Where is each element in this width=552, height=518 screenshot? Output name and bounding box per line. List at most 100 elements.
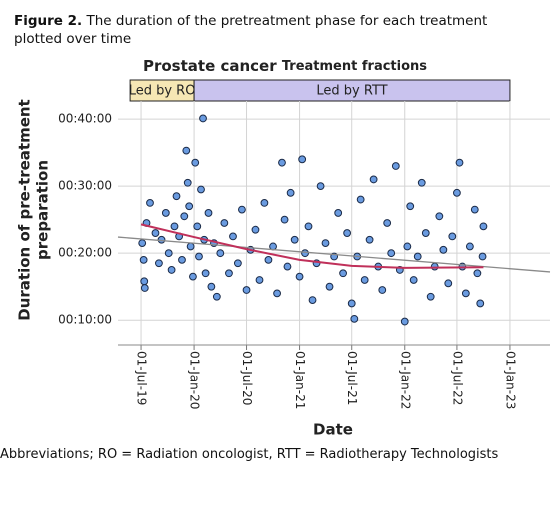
point: [400, 317, 409, 326]
point: [455, 158, 464, 167]
point: [286, 188, 295, 197]
point: [220, 219, 229, 227]
x-axis-title: Date: [313, 421, 353, 439]
point: [251, 225, 260, 234]
x-tick-label: 01-Jan-21: [293, 351, 307, 409]
point: [301, 249, 309, 258]
point: [207, 282, 216, 291]
point: [225, 269, 233, 278]
point: [180, 212, 189, 221]
point: [278, 158, 286, 167]
point: [151, 229, 160, 237]
point: [444, 279, 453, 288]
point: [347, 299, 356, 308]
point: [155, 259, 163, 268]
point: [470, 205, 479, 214]
point: [140, 284, 149, 292]
point: [186, 242, 195, 251]
point: [238, 205, 246, 214]
subtitle: Treatment fractions: [282, 59, 427, 74]
point: [304, 222, 313, 231]
point: [212, 292, 221, 301]
point: [260, 198, 269, 207]
footnote: Abbreviations; RO = Radiation oncologist…: [0, 447, 499, 462]
point: [242, 286, 251, 294]
point: [170, 222, 179, 231]
point: [391, 162, 400, 170]
point: [264, 255, 273, 264]
point: [343, 229, 352, 237]
point: [350, 314, 359, 323]
y-axis-title: Duration of pre-treatment: [16, 99, 34, 320]
point: [229, 232, 237, 241]
point: [283, 262, 292, 271]
point: [478, 252, 487, 261]
phase-label: Led by RTT: [316, 84, 387, 99]
point: [406, 202, 415, 211]
trend-line: [140, 223, 484, 269]
caption-text: The duration of the pretreatment phase f…: [14, 13, 488, 47]
y-tick-label: 00:40:00: [58, 112, 112, 126]
point: [290, 235, 299, 244]
point: [339, 269, 347, 278]
point: [193, 222, 202, 231]
point: [172, 192, 181, 201]
point: [201, 269, 210, 278]
point: [199, 114, 207, 123]
point: [189, 272, 197, 281]
x-tick-label: 01-Jan-23: [503, 351, 517, 409]
point: [435, 212, 444, 221]
point: [316, 182, 325, 191]
point: [439, 245, 448, 254]
point: [378, 286, 387, 294]
x-tick-label: 01-Jul-20: [240, 351, 254, 405]
x-tick-label: 01-Jan-22: [398, 351, 412, 409]
point: [182, 146, 191, 155]
point: [161, 209, 170, 217]
point: [204, 209, 213, 217]
point: [164, 249, 173, 258]
x-tick-label: 01-Jul-19: [135, 351, 149, 405]
point: [409, 276, 418, 284]
point: [334, 209, 343, 217]
point: [321, 239, 330, 248]
point: [280, 215, 289, 224]
point: [369, 175, 378, 184]
point: [365, 235, 374, 244]
point: [233, 259, 242, 268]
chart-title: Prostate cancer Treatment fractions: [143, 57, 427, 75]
trend-line: [117, 236, 551, 273]
point: [360, 276, 369, 284]
point: [356, 195, 365, 204]
y-tick-label: 00:30:00: [58, 179, 112, 193]
point: [308, 296, 317, 304]
point: [403, 242, 412, 251]
point: [479, 222, 488, 231]
y-tick-label: 00:20:00: [58, 246, 112, 260]
x-tick-label: 01-Jan-20: [188, 351, 202, 409]
point: [197, 185, 205, 194]
point: [383, 219, 392, 227]
point: [167, 266, 176, 274]
point: [295, 272, 304, 281]
point: [476, 299, 485, 308]
point: [298, 155, 307, 164]
point: [448, 232, 457, 241]
point: [140, 277, 149, 286]
point: [195, 252, 203, 261]
point: [426, 292, 435, 301]
phase-label: Led by RO: [129, 84, 196, 99]
point: [183, 178, 192, 187]
point: [325, 282, 334, 291]
point: [138, 239, 147, 248]
point: [413, 252, 422, 261]
y-tick-label: 00:10:00: [58, 313, 112, 327]
point: [465, 242, 474, 251]
point: [387, 249, 396, 258]
point: [430, 262, 439, 271]
caption-label: Figure 2.: [14, 13, 83, 29]
point: [191, 158, 200, 167]
point: [216, 249, 225, 258]
caption: Figure 2. The duration of the pretreatme…: [14, 12, 539, 48]
